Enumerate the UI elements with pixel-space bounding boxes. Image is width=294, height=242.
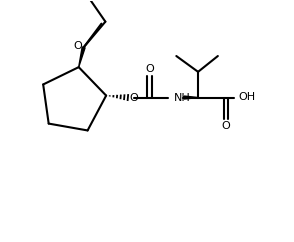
Text: O: O: [129, 92, 138, 103]
Text: O: O: [145, 64, 154, 74]
Polygon shape: [79, 47, 85, 67]
Text: O: O: [221, 121, 230, 131]
Text: OH: OH: [239, 91, 256, 102]
Text: O: O: [73, 41, 82, 51]
Text: NH: NH: [174, 92, 191, 103]
Polygon shape: [184, 96, 198, 99]
